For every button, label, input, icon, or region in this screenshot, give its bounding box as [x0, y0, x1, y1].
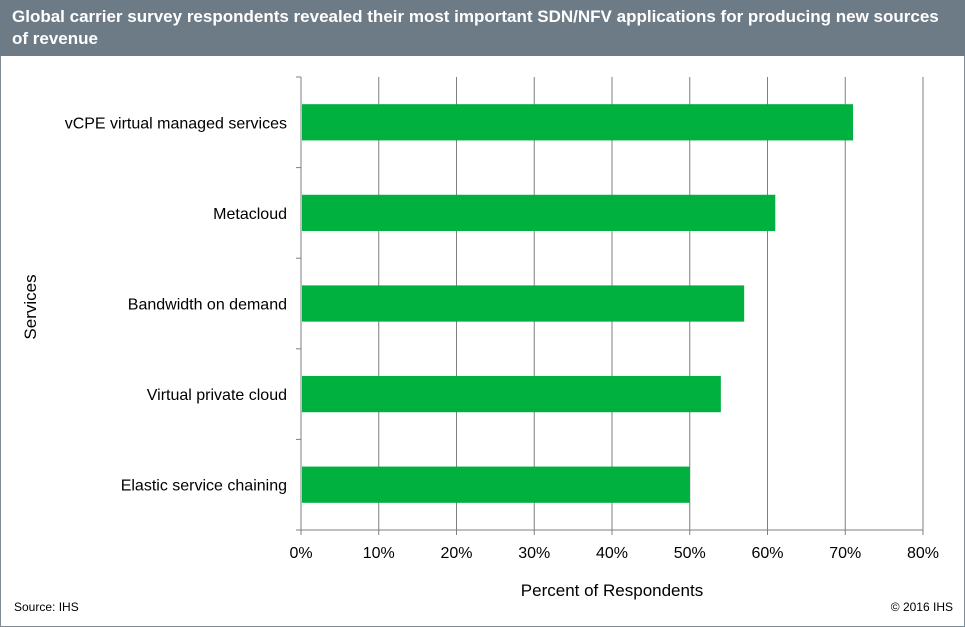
- bar-4: [302, 466, 690, 503]
- bar-3: [302, 375, 721, 413]
- bar-2: [302, 285, 745, 322]
- y-axis-title: Services: [21, 274, 40, 339]
- category-label: Metacloud: [213, 206, 287, 223]
- x-tick-label: 0%: [289, 545, 312, 562]
- bars-layer: [302, 104, 854, 503]
- copyright-note: © 2016 IHS: [890, 600, 953, 614]
- x-axis-title: Percent of Respondents: [521, 581, 703, 600]
- x-tick-label: 50%: [674, 545, 706, 562]
- category-label: Virtual private cloud: [147, 387, 287, 404]
- labels-layer: 0% 10% 20% 30% 40% 50% 60% 70% 80% vCPE virtual m…: [65, 115, 939, 562]
- x-tick-label: 30%: [518, 545, 550, 562]
- bar-1: [302, 194, 776, 232]
- x-tick-label: 20%: [440, 545, 472, 562]
- category-label: Bandwidth on demand: [128, 297, 287, 314]
- x-tick-label: 60%: [751, 545, 783, 562]
- bar-0: [302, 104, 854, 141]
- source-note: Source: IHS: [14, 600, 79, 614]
- x-tick-label: 80%: [907, 545, 939, 562]
- x-tick-label: 40%: [596, 545, 628, 562]
- x-tick-label: 70%: [829, 545, 861, 562]
- chart-header: Global carrier survey respondents reveal…: [0, 0, 965, 56]
- chart-title: Global carrier survey respondents reveal…: [12, 7, 939, 48]
- axes-layer: [296, 76, 924, 535]
- category-label: vCPE virtual managed services: [65, 115, 287, 132]
- category-label: Elastic service chaining: [121, 478, 287, 495]
- x-tick-label: 10%: [363, 545, 395, 562]
